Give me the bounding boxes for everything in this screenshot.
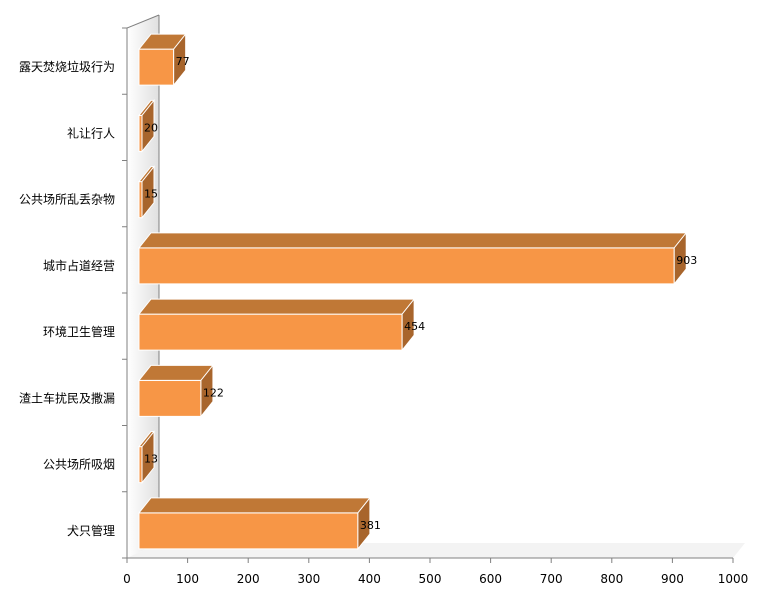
bar-side — [401, 297, 415, 352]
x-tick-label: 300 — [297, 572, 320, 586]
data-label: 122 — [203, 386, 224, 399]
x-tick-label: 700 — [540, 572, 563, 586]
x-tick-label: 500 — [419, 572, 442, 586]
bar-front — [138, 48, 175, 86]
data-label: 13 — [144, 453, 158, 466]
bar-front — [138, 512, 359, 550]
wall-top-edge — [126, 14, 160, 29]
chart-bars — [137, 32, 688, 551]
category-label: 公共场所吸烟 — [43, 458, 115, 472]
bar-top — [137, 364, 214, 381]
bar-side — [673, 231, 687, 286]
x-tick-label: 400 — [358, 572, 381, 586]
bar-side — [173, 32, 187, 87]
wall-panel — [127, 15, 159, 558]
category-label: 公共场所乱丢杂物 — [19, 193, 115, 207]
category-label: 渣土车扰民及撒漏 — [19, 390, 115, 405]
data-label: 454 — [404, 320, 425, 333]
x-tick-label: 900 — [661, 572, 684, 586]
chart-back-wall — [126, 14, 745, 558]
chart-axes — [122, 27, 734, 563]
bar-front — [138, 247, 675, 285]
x-tick-label: 600 — [479, 572, 502, 586]
bar-top — [137, 497, 371, 514]
data-label: 15 — [144, 188, 158, 201]
x-tick-label: 1000 — [718, 572, 749, 586]
bar-top — [137, 298, 416, 315]
bar-side — [200, 363, 214, 418]
bar-front — [138, 379, 202, 417]
bar-side — [141, 430, 155, 485]
data-label: 381 — [360, 519, 381, 532]
data-label: 20 — [144, 121, 158, 134]
x-tick-label: 800 — [600, 572, 623, 586]
chart-labels: 0 100 200 300 400 500 600 700 800 900 1000 露天焚烧垃圾行为… — [19, 55, 748, 586]
bar-side — [141, 98, 155, 153]
bar-front — [138, 313, 403, 351]
x-tick-label: 0 — [123, 572, 131, 586]
bar-side — [357, 496, 371, 551]
category-label: 犬只管理 — [67, 523, 115, 538]
category-label: 城市占道经营 — [43, 258, 115, 273]
bar-top — [137, 232, 688, 249]
x-tick-label: 100 — [176, 572, 199, 586]
category-label: 露天焚烧垃圾行为 — [19, 59, 115, 74]
category-label: 环境卫生管理 — [43, 324, 115, 339]
data-label: 77 — [176, 55, 190, 68]
data-label: 903 — [676, 254, 697, 267]
bar-side — [141, 165, 155, 220]
x-tick-label: 200 — [237, 572, 260, 586]
category-label: 礼让行人 — [67, 125, 115, 140]
